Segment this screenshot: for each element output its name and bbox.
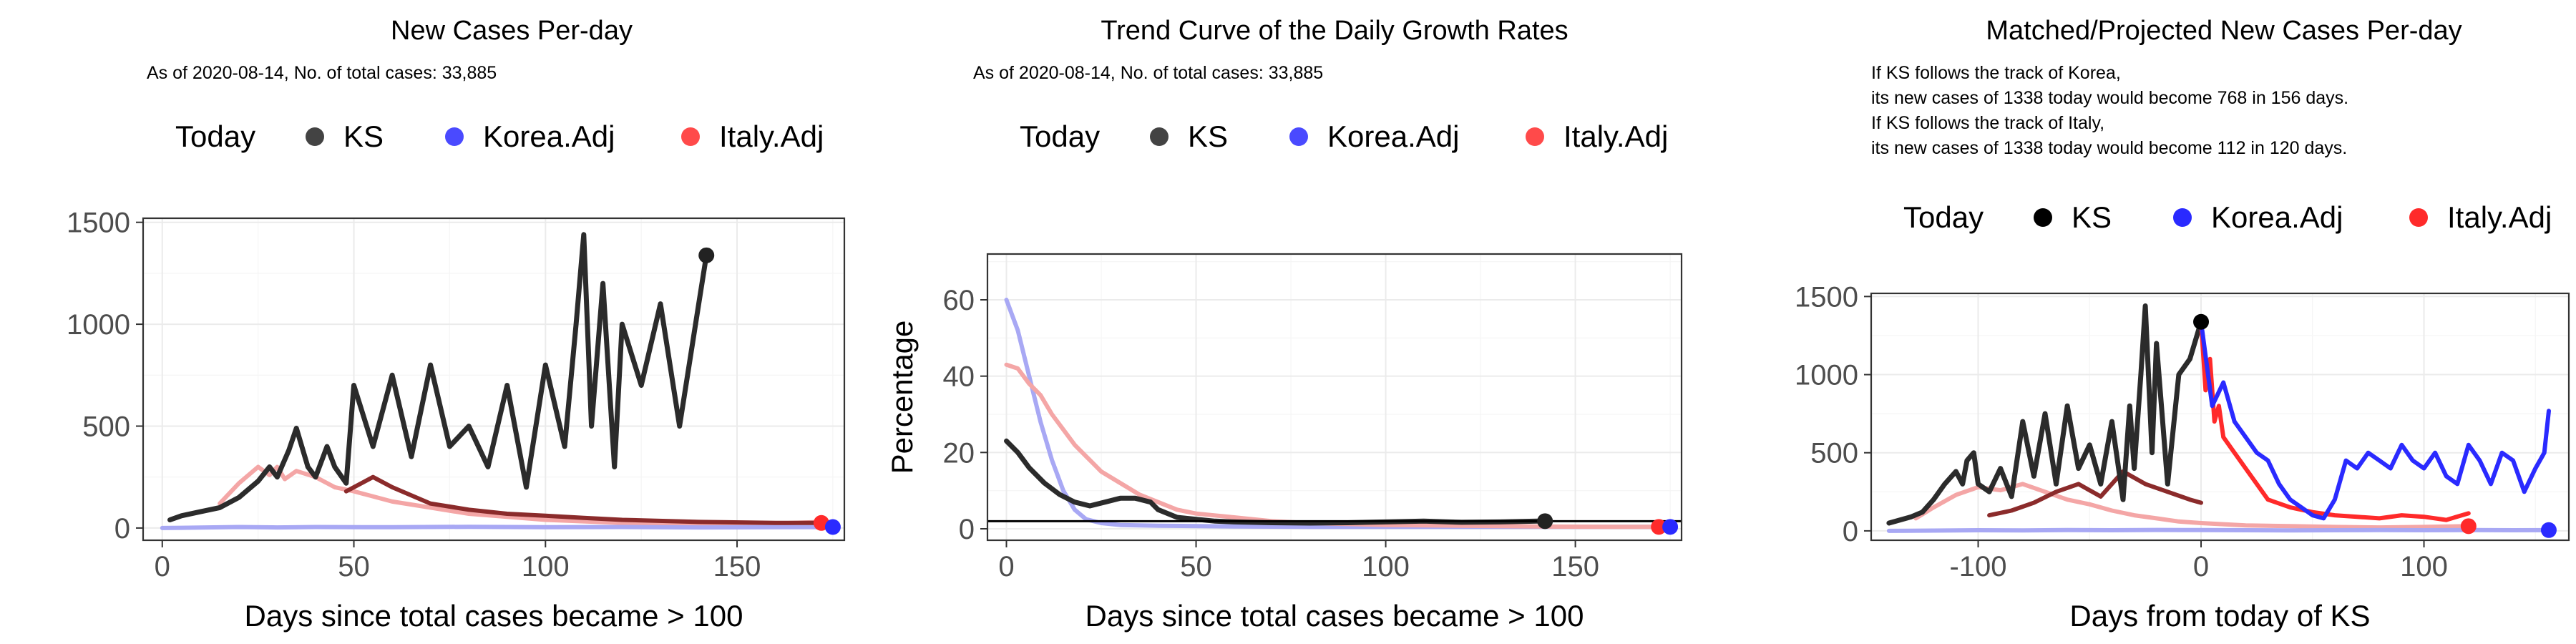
x-axis-title: Days since total cases became > 100 bbox=[1085, 599, 1584, 633]
today-point-korea-adj bbox=[824, 519, 841, 535]
series-line-italy-adj-projected- bbox=[343, 474, 824, 525]
annotation-line: its new cases of 1338 today would become… bbox=[1871, 138, 2347, 158]
legend-label: Korea.Adj bbox=[1327, 119, 1459, 153]
series-line-ks bbox=[167, 232, 709, 522]
series-line-italy-adj-past- bbox=[1913, 482, 2471, 530]
today-point-korea-adj bbox=[2540, 522, 2557, 538]
y-tick-label: 20 bbox=[943, 437, 975, 469]
series-line-korea-adj bbox=[160, 525, 835, 530]
x-tick-label: 100 bbox=[2400, 551, 2448, 582]
series-line-italy-adj bbox=[218, 464, 824, 527]
legend-key-ks bbox=[1150, 127, 1169, 146]
series-line-korea-adj bbox=[1886, 527, 2551, 533]
y-tick-label: 500 bbox=[1810, 438, 1858, 469]
chart-subtitle: As of 2020-08-14, No. of total cases: 33… bbox=[973, 63, 1323, 83]
legend-label: Korea.Adj bbox=[2211, 200, 2343, 234]
series-line-italy-adj-matched- bbox=[1987, 469, 2203, 518]
legend-title: Today bbox=[175, 119, 255, 153]
y-tick-label: 1500 bbox=[67, 208, 130, 239]
y-tick-label: 1500 bbox=[1795, 281, 1858, 313]
legend-label: Italy.Adj bbox=[1563, 119, 1668, 153]
plot-frame bbox=[1870, 292, 2570, 542]
legend-key-korea-adj bbox=[2173, 208, 2192, 227]
legend-key-ks bbox=[306, 127, 324, 146]
y-tick-label: 1000 bbox=[67, 309, 130, 341]
legend-key-ks bbox=[2034, 208, 2052, 227]
chart-panel-1: New Cases Per-day As of 2020-08-14, No. o… bbox=[67, 16, 846, 633]
series-line-korea-adj bbox=[1004, 298, 1673, 530]
series-line-ks bbox=[1886, 303, 2204, 526]
x-tick-label: 150 bbox=[713, 551, 761, 582]
today-point-ks bbox=[2193, 313, 2210, 330]
x-tick-label: 0 bbox=[155, 551, 170, 582]
today-point-italy-adj bbox=[2460, 518, 2477, 535]
x-tick-label: 150 bbox=[1551, 551, 1599, 582]
y-tick-label: 1000 bbox=[1795, 360, 1858, 391]
annotation-line: If KS follows the track of Italy, bbox=[1871, 113, 2104, 133]
chart-panel-3: Matched/Projected New Cases Per-day If KS… bbox=[1795, 16, 2570, 633]
x-axis-title: Days since total cases became > 100 bbox=[245, 599, 743, 633]
today-point-ks bbox=[698, 247, 715, 263]
y-tick-label: 500 bbox=[82, 411, 130, 443]
legend-key-korea-adj bbox=[1289, 127, 1308, 146]
legend-title: Today bbox=[1020, 119, 1100, 153]
chart-title: Matched/Projected New Cases Per-day bbox=[1986, 16, 2462, 46]
x-axis-title: Days from today of KS bbox=[2069, 599, 2370, 633]
series-line-ks bbox=[1004, 438, 1548, 526]
y-tick-label: 0 bbox=[114, 513, 130, 545]
plot-frame bbox=[142, 217, 846, 542]
series-line-italy-adj-projected- bbox=[2199, 319, 2471, 522]
y-tick-label: 0 bbox=[1843, 516, 1858, 547]
legend: Today KS Korea.Adj Italy.Adj bbox=[1903, 200, 2552, 234]
legend-label: KS bbox=[2072, 200, 2112, 234]
y-tick-label: 40 bbox=[943, 361, 975, 393]
legend-label: KS bbox=[1188, 119, 1228, 153]
chart-panel-2: Trend Curve of the Daily Growth Rates As … bbox=[885, 16, 1683, 633]
legend-title: Today bbox=[1903, 200, 1984, 234]
y-tick-label: 60 bbox=[943, 285, 975, 316]
chart-title: Trend Curve of the Daily Growth Rates bbox=[1101, 16, 1568, 46]
annotation-line: If KS follows the track of Korea, bbox=[1871, 63, 2121, 83]
x-tick-label: 100 bbox=[1362, 551, 1410, 582]
chart-title: New Cases Per-day bbox=[391, 16, 633, 46]
series-line-italy-adj bbox=[1004, 362, 1662, 530]
legend-key-korea-adj bbox=[445, 127, 464, 146]
legend-key-italy-adj bbox=[2409, 208, 2428, 227]
legend-label: KS bbox=[343, 119, 384, 153]
annotation-line: its new cases of 1338 today would become… bbox=[1871, 88, 2348, 108]
legend-label: Italy.Adj bbox=[719, 119, 824, 153]
x-tick-label: 100 bbox=[522, 551, 570, 582]
series-line-korea-adj-projected- bbox=[2199, 319, 2551, 521]
x-tick-label: 0 bbox=[2193, 551, 2209, 582]
x-tick-label: 0 bbox=[998, 551, 1014, 582]
y-tick-label: 0 bbox=[959, 514, 975, 545]
legend-label: Korea.Adj bbox=[483, 119, 615, 153]
legend: Today KS Korea.Adj Italy.Adj bbox=[175, 119, 824, 153]
today-point-korea-adj bbox=[1662, 519, 1679, 535]
plot-frame bbox=[986, 253, 1683, 542]
chart-subtitle: As of 2020-08-14, No. of total cases: 33… bbox=[147, 63, 497, 83]
x-tick-label: 50 bbox=[338, 551, 370, 582]
legend-key-italy-adj bbox=[1526, 127, 1544, 146]
x-tick-label: -100 bbox=[1949, 551, 2006, 582]
legend-key-italy-adj bbox=[681, 127, 700, 146]
today-point-italy-adj bbox=[1651, 519, 1667, 535]
legend: Today KS Korea.Adj Italy.Adj bbox=[1020, 119, 1668, 153]
legend-label: Italy.Adj bbox=[2447, 200, 2552, 234]
y-axis-title: Percentage bbox=[885, 321, 919, 474]
today-point-ks bbox=[1537, 513, 1553, 530]
x-tick-label: 50 bbox=[1180, 551, 1212, 582]
